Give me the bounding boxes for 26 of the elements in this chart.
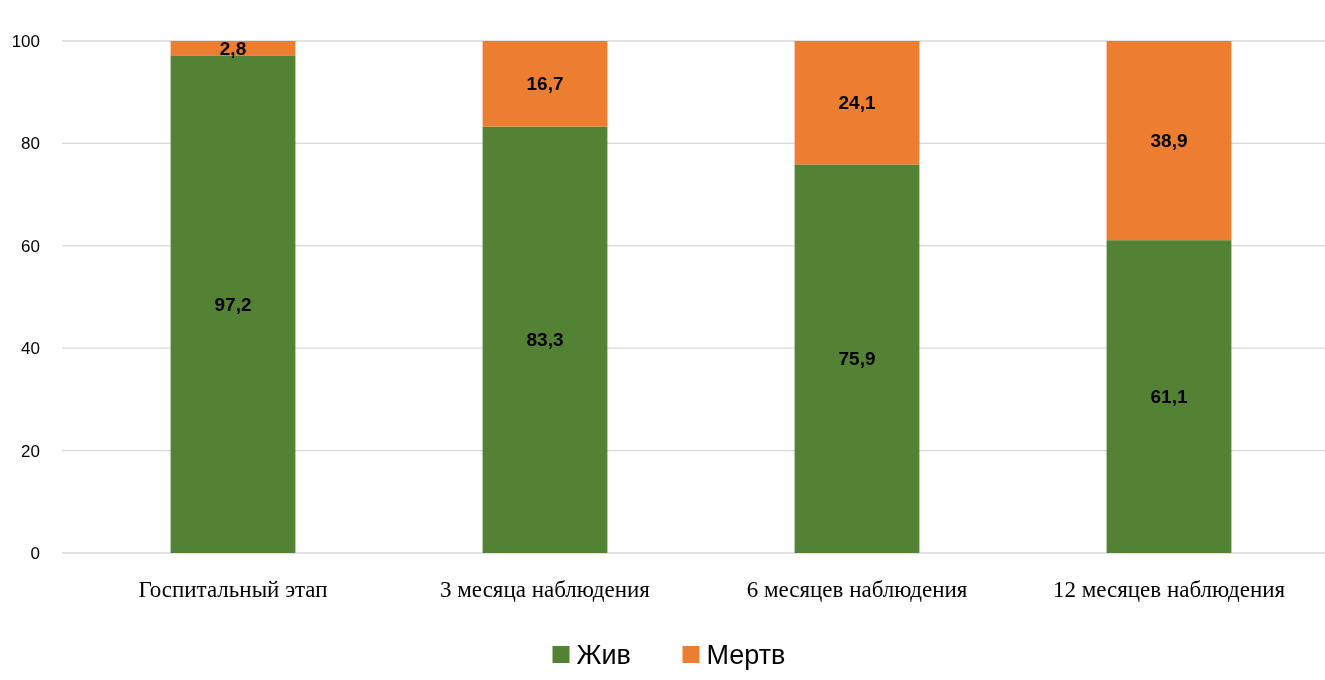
bar (482, 126, 608, 553)
bar (794, 41, 920, 165)
legend-label: Жив (576, 640, 631, 671)
x-tick-label: Госпитальный этап (138, 577, 328, 602)
x-tick-label: 6 месяцев наблюдения (746, 577, 968, 602)
y-tick-label: 60 (21, 236, 40, 256)
data-label: 61,1 (1150, 386, 1188, 408)
x-tick-label: 12 месяцев наблюдения (1052, 577, 1286, 602)
y-tick-label: 100 (11, 31, 40, 51)
data-label: 83,3 (526, 329, 564, 351)
y-tick-label: 40 (21, 339, 40, 359)
data-label: 24,1 (838, 92, 876, 114)
bar (1106, 240, 1232, 553)
data-label: 2,8 (219, 37, 247, 59)
bar (482, 41, 608, 127)
y-tick-label: 0 (30, 543, 40, 563)
legend-label: Мертв (706, 640, 786, 671)
data-label: 97,2 (214, 293, 252, 315)
x-tick-label: 3 месяца наблюдения (440, 577, 651, 602)
data-label: 16,7 (526, 73, 564, 95)
data-label: 38,9 (1150, 130, 1188, 152)
data-label: 75,9 (838, 348, 876, 370)
bar (794, 164, 920, 553)
bar (1106, 41, 1232, 241)
y-tick-label: 80 (21, 134, 40, 154)
y-tick-label: 20 (21, 441, 40, 461)
